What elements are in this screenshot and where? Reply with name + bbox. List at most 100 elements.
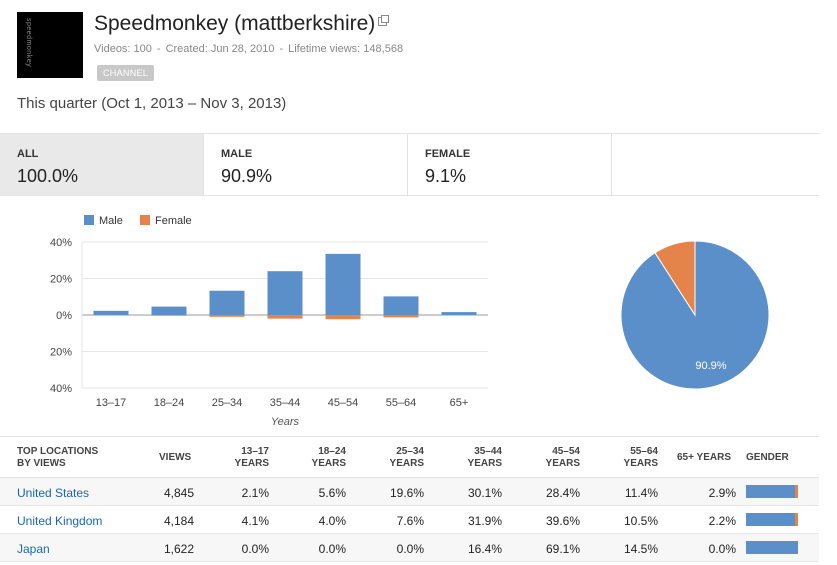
age-cell: 2.9% xyxy=(708,486,736,500)
gender-bar xyxy=(746,485,798,498)
bar-female xyxy=(93,315,129,316)
table-body: United States 4,845 2.1% 5.6% 19.6% 30.1… xyxy=(0,478,819,562)
th-views[interactable]: VIEWS xyxy=(159,452,192,463)
bar-female xyxy=(267,315,303,319)
y-tick-label: 0% xyxy=(56,310,72,322)
th-line: 45–54 xyxy=(552,446,580,457)
country-link[interactable]: United States xyxy=(17,486,90,500)
th-13-17[interactable]: 13–17 YEARS xyxy=(233,446,269,470)
channel-badge[interactable]: CHANNEL xyxy=(97,65,155,81)
th-line: TOP LOCATIONS xyxy=(17,446,99,457)
bar-male xyxy=(151,306,187,315)
th-line: YEARS xyxy=(545,458,580,469)
bar-female xyxy=(383,315,419,318)
gender-bar xyxy=(746,541,798,554)
y-tick-label: 40% xyxy=(50,237,72,249)
age-cell: 4.1% xyxy=(241,514,269,528)
th-45-54[interactable]: 45–54 YEARS xyxy=(542,446,580,470)
age-cell: 2.1% xyxy=(241,486,269,500)
date-range: This quarter (Oct 1, 2013 – Nov 3, 2013) xyxy=(17,95,287,112)
age-cell: 28.4% xyxy=(545,486,580,500)
gender-bar xyxy=(746,513,798,526)
age-cell: 14.5% xyxy=(623,542,658,556)
bar-male xyxy=(441,312,477,315)
bar-female xyxy=(441,315,477,316)
th-line: YEARS xyxy=(389,458,424,469)
y-tick-label: 40% xyxy=(50,383,72,395)
age-cell: 4.0% xyxy=(318,514,346,528)
age-cell: 31.9% xyxy=(467,514,502,528)
th-line: BY VIEWS xyxy=(17,458,66,469)
country-link[interactable]: Japan xyxy=(17,542,50,556)
country-link[interactable]: United Kingdom xyxy=(17,514,103,528)
x-tick-label: 35–44 xyxy=(270,397,301,409)
videos-count: Videos: 100 xyxy=(94,43,152,55)
lifetime-views: Lifetime views: 148,568 xyxy=(288,43,404,55)
summary-label: ALL xyxy=(17,148,39,160)
y-tick-label: 20% xyxy=(50,347,72,359)
th-location[interactable]: TOP LOCATIONS BY VIEWS xyxy=(17,446,98,470)
channel-meta: Videos: 100- Created: Jun 28, 2010- Lifeti… xyxy=(94,43,404,55)
table-header: TOP LOCATIONS BY VIEWS VIEWS 13–17 YEARS 1… xyxy=(0,436,819,478)
summary-spacer xyxy=(612,134,819,195)
bar-male xyxy=(325,253,361,315)
channel-title[interactable]: Speedmonkey (mattberkshire) xyxy=(94,12,376,35)
bar-male xyxy=(93,310,129,315)
views-cell: 1,622 xyxy=(163,542,194,556)
age-cell: 16.4% xyxy=(467,542,502,556)
pie-chart-svg: 90.9% xyxy=(620,240,770,390)
age-cell: 30.1% xyxy=(467,486,502,500)
th-line: 55–64 xyxy=(630,446,658,457)
avatar-text: speedmonkey xyxy=(25,18,32,68)
legend-swatch-female xyxy=(140,215,150,225)
y-tick-label: 20% xyxy=(50,274,72,286)
x-tick-label: 13–17 xyxy=(96,397,127,409)
summary-tab-all[interactable]: ALL 100.0% xyxy=(0,134,204,195)
legend-label-male: Male xyxy=(99,215,123,227)
age-cell: 19.6% xyxy=(389,486,424,500)
th-18-24[interactable]: 18–24 YEARS xyxy=(308,446,346,470)
age-cell: 2.2% xyxy=(708,514,736,528)
age-gender-chart: Male Female 40% 20% 0% 20% 40% 13–17 18–24 25–34 3… xyxy=(0,200,560,435)
created-date: Created: Jun 28, 2010 xyxy=(165,43,275,55)
age-cell: 11.4% xyxy=(624,486,658,500)
x-tick-label: 55–64 xyxy=(386,397,417,409)
bar-female xyxy=(209,315,245,317)
x-tick-label: 65+ xyxy=(450,397,469,409)
th-35-44[interactable]: 35–44 YEARS xyxy=(464,446,502,470)
bar-male xyxy=(383,296,419,315)
table-row: Japan 1,622 0.0% 0.0% 0.0% 16.4% 69.1% 1… xyxy=(0,534,819,562)
title-row: Speedmonkey (mattberkshire) xyxy=(94,12,390,36)
gender-bar-female xyxy=(794,513,798,526)
views-cell: 4,845 xyxy=(163,486,194,500)
x-tick-label: 45–54 xyxy=(328,397,359,409)
th-65-plus[interactable]: 65+ YEARS xyxy=(677,452,732,463)
age-cell: 69.1% xyxy=(545,542,580,556)
bar-chart-svg: Male Female 40% 20% 0% 20% 40% 13–17 18–24 25–34 3… xyxy=(50,215,488,428)
table-row: United Kingdom 4,184 4.1% 4.0% 7.6% 31.9… xyxy=(0,506,819,534)
age-cell: 0.0% xyxy=(708,542,736,556)
th-line: 13–17 xyxy=(241,446,269,457)
age-cell: 39.6% xyxy=(545,514,580,528)
legend-label-female: Female xyxy=(155,215,192,227)
th-line: 18–24 xyxy=(318,446,346,457)
th-55-64[interactable]: 55–64 YEARS xyxy=(620,446,658,470)
th-gender[interactable]: GENDER xyxy=(746,452,789,463)
bar-male xyxy=(267,271,303,315)
th-line: YEARS xyxy=(311,458,346,469)
th-line: 25–34 xyxy=(396,446,424,457)
top-locations-table: TOP LOCATIONS BY VIEWS VIEWS 13–17 YEARS 1… xyxy=(0,436,819,562)
age-cell: 10.5% xyxy=(623,514,658,528)
external-link-icon[interactable] xyxy=(378,15,390,26)
age-cell: 7.6% xyxy=(396,514,424,528)
channel-avatar[interactable]: speedmonkey xyxy=(17,12,83,78)
channel-header: speedmonkey Speedmonkey (mattberkshire) … xyxy=(17,12,817,90)
x-axis-label: Years xyxy=(271,416,300,428)
bar-male xyxy=(209,290,245,315)
th-25-34[interactable]: 25–34 YEARS xyxy=(386,446,424,470)
summary-tab-female[interactable]: FEMALE 9.1% xyxy=(408,134,612,195)
summary-value: 90.9% xyxy=(221,166,273,186)
summary-tab-male[interactable]: MALE 90.9% xyxy=(204,134,408,195)
gender-summary: ALL 100.0% MALE 90.9% FEMALE 9.1% xyxy=(0,133,819,196)
age-cell: 0.0% xyxy=(396,542,424,556)
